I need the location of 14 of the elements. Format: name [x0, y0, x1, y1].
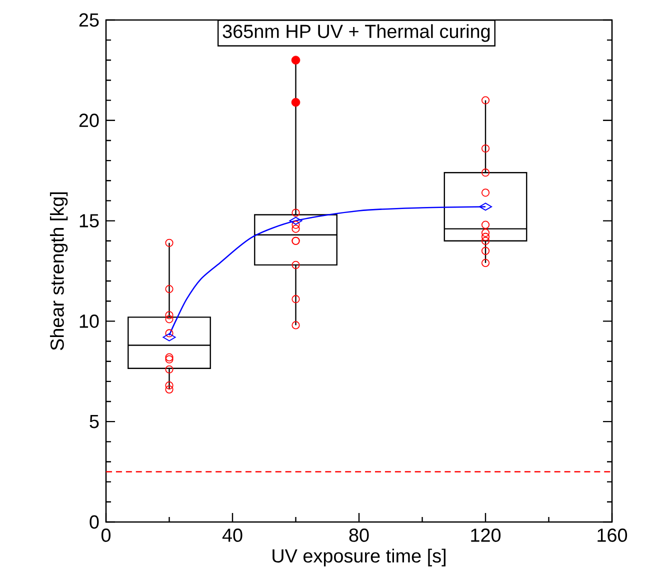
x-tick-label: 120 [471, 528, 501, 542]
y-tick-label: 5 [90, 414, 99, 428]
chart-title: 365nm HP UV + Thermal curing [222, 24, 490, 42]
y-tick-label: 20 [79, 114, 99, 128]
x-axis-title: UV exposure time [s] [272, 548, 446, 566]
y-tick-label: 15 [80, 214, 99, 228]
y-tick-label: 0 [90, 515, 99, 529]
x-tick-label: 80 [349, 528, 369, 542]
y-axis-title: Shear strength [kg] [50, 192, 68, 350]
y-tick-label: 25 [79, 13, 99, 27]
x-tick-label: 160 [598, 528, 628, 542]
x-tick-label: 40 [222, 528, 242, 542]
x-tick-label: 0 [101, 528, 111, 542]
y-tick-label: 10 [80, 314, 99, 328]
